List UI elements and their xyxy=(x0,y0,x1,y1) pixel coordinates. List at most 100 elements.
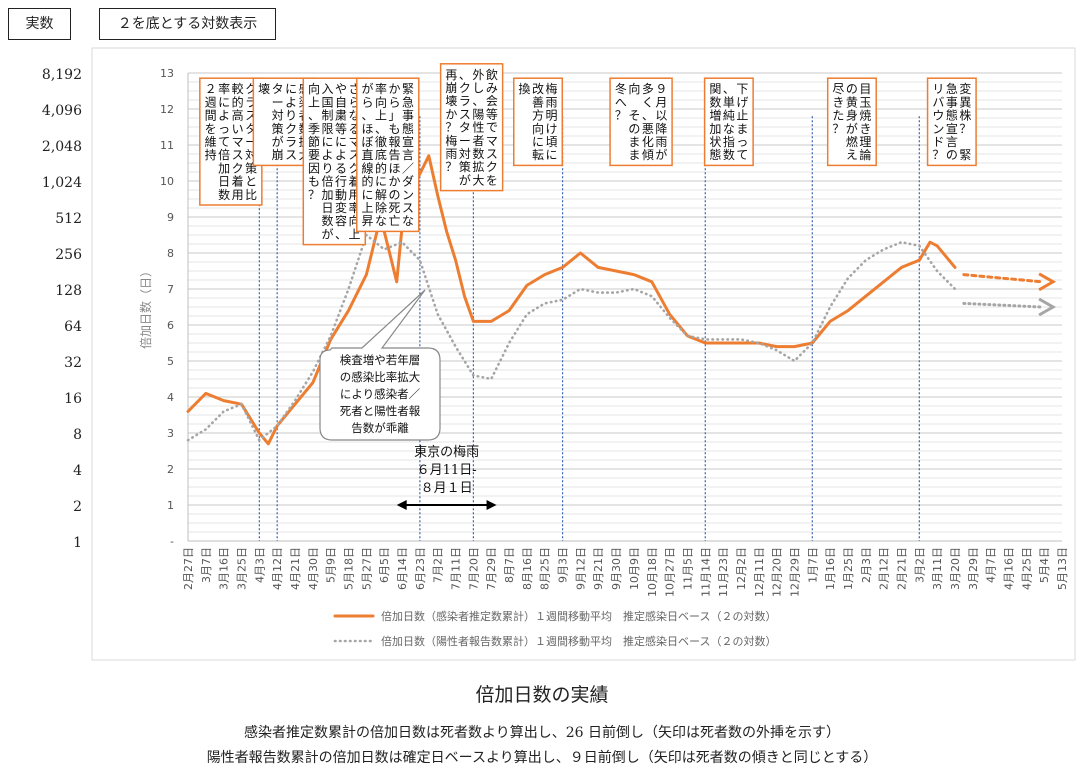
real-number-tick-label: 8,192 xyxy=(42,67,82,83)
y-tick-label: 13 xyxy=(160,67,174,80)
y-tick-label: 10 xyxy=(160,175,174,188)
real-number-tick-label: 1,024 xyxy=(42,175,82,191)
real-number-tick-label: 4 xyxy=(73,463,82,479)
figure-title: 倍加日数の実績 xyxy=(475,684,609,706)
real-number-label: 実数 xyxy=(8,8,71,40)
real-number-tick-label: 128 xyxy=(55,283,82,299)
y-tick-label: 4 xyxy=(167,391,174,404)
annotation-box: ９月以降雨が多く、悪化傾向 そのまま冬へ？ xyxy=(609,77,673,167)
x-tick-label: 5月13日 xyxy=(1056,547,1069,590)
callout-text: 死者と陽性者報 xyxy=(340,404,421,418)
real-number-tick-label: 2 xyxy=(73,499,82,515)
rainy-season-text: 東京の梅雨 xyxy=(414,444,479,460)
x-tick-label: 9月3日 xyxy=(557,547,570,583)
figure-caption-line-1: 感染者推定数累計の倍加日数は死者数より算出し、26 日前倒し（矢印は死者数の外挿… xyxy=(244,725,840,741)
callout-text: により感染者／ xyxy=(340,387,421,401)
x-tick-label: 3月29日 xyxy=(967,547,980,590)
callout-text: の感染比率拡大 xyxy=(340,370,421,384)
x-tick-label: 6月5日 xyxy=(378,547,391,583)
x-tick-label: 1月7日 xyxy=(806,547,819,583)
y-tick-label: 7 xyxy=(167,283,174,296)
x-tick-label: 7月11日 xyxy=(450,547,463,590)
x-tick-label: 1月16日 xyxy=(824,547,837,590)
y-tick-label: 5 xyxy=(167,355,174,368)
rainy-season-arrow-right xyxy=(486,500,497,510)
x-tick-label: 12月11日 xyxy=(753,547,766,597)
real-number-tick-label: 4,096 xyxy=(42,103,82,119)
x-tick-label: 3月2日 xyxy=(913,547,926,583)
extrapolation-arrow-head xyxy=(1038,297,1057,317)
rainy-season-arrow-left xyxy=(396,500,407,510)
x-tick-label: 10月27日 xyxy=(664,547,677,597)
x-tick-label: 12月20日 xyxy=(771,547,784,597)
annotation-text: 目玉焼き理論の黄身が燃え尽きた？ xyxy=(832,82,871,162)
rainy-season-annotation: 東京の梅雨 ６月11日- ８月１日 xyxy=(396,444,497,510)
annotation-text: 下げ止まって、単純な指数関数増加状態 xyxy=(709,82,748,162)
x-tick-label: 12月29日 xyxy=(788,547,801,597)
callout-shape xyxy=(319,289,441,441)
log-scale-label: ２を底とする対数表示 xyxy=(99,8,276,40)
legend-label-reported: 倍加日数（陽性者報告数累計）１週間移動平均 推定感染日ベース（２の対数） xyxy=(381,634,776,648)
x-tick-label: 5月27日 xyxy=(360,547,373,590)
annotation-border xyxy=(513,77,564,167)
annotation-text: 飲み会等でマスクを外し、陽性者数拡大、クラスター対策が再崩壊か？梅雨？ xyxy=(445,67,498,188)
x-tick-label: 9月12日 xyxy=(574,547,587,590)
x-tick-label: 1月25日 xyxy=(842,547,855,590)
x-tick-label: 4月25日 xyxy=(1020,547,1033,590)
x-tick-label: 6月14日 xyxy=(396,547,409,590)
x-tick-label: 3月25日 xyxy=(236,547,249,590)
y-tick-label: 12 xyxy=(160,103,174,116)
annotation-text: 梅雨明け頃に改善方向に転換 xyxy=(519,81,558,162)
figure-caption-line-2: 陽性者報告数累計の倍加日数は確定日ベースより算出し、９日前倒し（矢印は死者数の傾… xyxy=(206,750,878,766)
x-tick-label: 2月27日 xyxy=(182,547,195,590)
x-tick-label: 4月12日 xyxy=(271,547,284,590)
annotation-border xyxy=(199,77,263,206)
real-number-tick-label: 512 xyxy=(55,211,82,227)
extrapolation-arrow-shaft xyxy=(962,301,1043,309)
estimated-infections-line xyxy=(186,154,957,446)
annotation-box: 変異株？ 緊急事態宣言のリバウンド？ xyxy=(926,77,977,167)
x-tick-label: 4月21日 xyxy=(289,547,302,590)
x-tick-label: 6月23日 xyxy=(414,547,427,590)
x-tick-label: 4月30日 xyxy=(307,547,320,590)
x-tick-label: 3月7日 xyxy=(200,547,213,583)
legend: 倍加日数（感染者推定数累計）１週間移動平均 推定感染日ベース（２の対数） 倍加日数… xyxy=(333,609,776,648)
x-tick-label: 7月29日 xyxy=(485,547,498,590)
y-tick-label: 8 xyxy=(167,247,174,260)
x-tick-label: 5月18日 xyxy=(343,547,356,590)
x-tick-label: 5月4日 xyxy=(1038,547,1051,583)
annotation-box: 飲み会等でマスクを外し、陽性者数拡大、クラスター対策が再崩壊か？梅雨？ xyxy=(439,63,504,192)
real-number-tick-label: 64 xyxy=(64,319,82,335)
extrapolation-arrow-shaft xyxy=(962,273,1043,284)
rainy-season-text: ６月11日- xyxy=(417,463,477,478)
annotation-box: クラスター対策と比較的高いマスク着用率によって倍加日数２週間を維持 xyxy=(199,77,263,206)
annotation-border xyxy=(703,77,754,167)
x-tick-label: 11月14日 xyxy=(699,547,712,597)
extrapolation-arrow-head xyxy=(1038,272,1057,292)
y-tick-label: - xyxy=(170,535,174,548)
annotation-text: 緊急事態宣言／ダンスなから」も報告ほかの死亡率向上、徹底的に解除ながら、ほぼ直線… xyxy=(362,81,415,228)
x-tick-label: 8月16日 xyxy=(521,547,534,590)
y-tick-label: 11 xyxy=(160,139,174,152)
annotation-border xyxy=(826,77,877,167)
chart-frame xyxy=(91,47,1076,661)
x-tick-label: 11月23日 xyxy=(717,547,730,597)
x-tick-label: 3月16日 xyxy=(218,547,231,590)
annotation-box: さらなるマスク着用率向上や自粛等による行動変容、入国制限により倍加日数が向上、季… xyxy=(302,77,367,246)
y-tick-label: 1 xyxy=(167,499,174,512)
real-number-tick-label: 16 xyxy=(64,391,82,407)
annotation-text: 変異株？ 緊急事態宣言のリバウンド？ xyxy=(932,81,971,162)
x-tick-label: 3月11日 xyxy=(931,547,944,590)
x-tick-label: 4月3日 xyxy=(253,547,266,583)
annotation-box: 緊急事態宣言／ダンスなから」も報告ほかの死亡率向上、徹底的に解除ながら、ほぼ直線… xyxy=(356,77,420,233)
x-tick-label: 10月18日 xyxy=(646,547,659,597)
rainy-season-text: ８月１日 xyxy=(421,481,473,496)
x-tick-label: 8月7日 xyxy=(503,547,516,583)
y-tick-label: 2 xyxy=(167,463,174,476)
reported-positives-line xyxy=(186,233,957,442)
x-tick-label: 9月30日 xyxy=(610,547,623,590)
callout-text: 告数が乖離 xyxy=(351,421,409,435)
annotation-box: 目玉焼き理論の黄身が燃え尽きた？ xyxy=(826,77,877,167)
